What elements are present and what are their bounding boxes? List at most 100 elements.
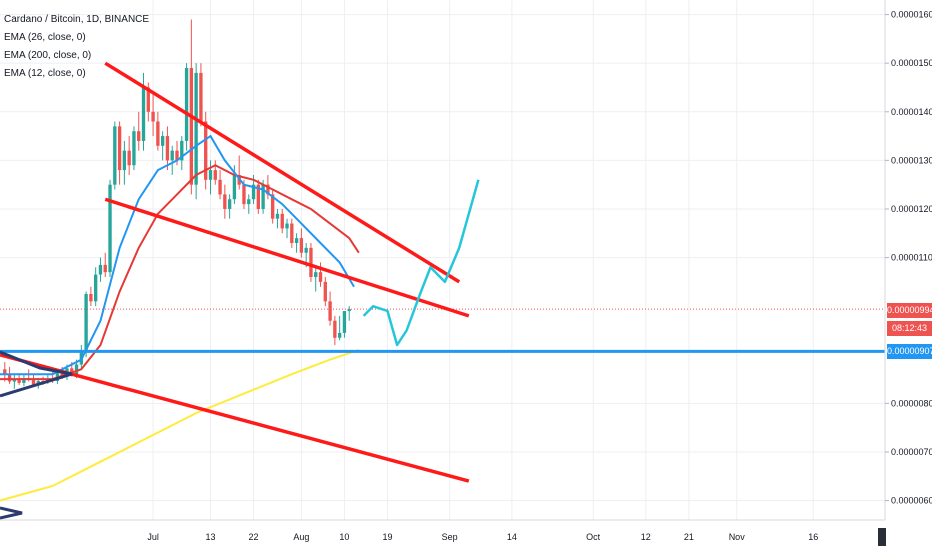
legend-title: Cardano / Bitcoin, 1D, BINANCE [4, 14, 150, 25]
candle-body [347, 309, 351, 312]
candle-body [247, 199, 251, 205]
candle-body [127, 150, 131, 166]
candle-body [117, 126, 122, 171]
x-tick-label: 22 [249, 532, 259, 542]
candle-body [223, 194, 227, 209]
candle-body [122, 150, 127, 171]
candle-body [98, 264, 103, 275]
candle-body [3, 369, 7, 375]
legend-ema-12: EMA (12, close, 0) [4, 68, 86, 79]
support-level-badge: 0.00000907 [887, 344, 932, 359]
candle-body [314, 272, 318, 278]
candle-body [141, 87, 146, 141]
candle-body [256, 184, 260, 209]
ema-12-line [0, 134, 355, 376]
drawings [0, 61, 885, 520]
candle-body [242, 184, 246, 205]
wedge-pattern [0, 350, 73, 398]
candle-body [218, 179, 222, 195]
candle-body [160, 136, 165, 146]
candle-body [309, 247, 313, 278]
candle-body [17, 379, 21, 383]
candle-body [285, 223, 289, 229]
candle-body [213, 170, 217, 180]
candle-body [199, 72, 203, 122]
candle-body [31, 380, 36, 385]
candle-body [280, 213, 284, 229]
candle-body [318, 272, 323, 282]
trendline [104, 197, 470, 318]
x-tick-label: Jul [147, 532, 159, 542]
last-price-badge: 0.00000994 [887, 303, 932, 318]
x-axis-background [0, 520, 885, 550]
candle-body [170, 150, 174, 161]
trendline [0, 353, 470, 483]
x-tick-label: Sep [442, 532, 458, 542]
x-tick-label: Aug [293, 532, 309, 542]
candle-body [227, 199, 232, 209]
candle-body [146, 87, 150, 112]
candle-body [156, 121, 160, 146]
candle-body [271, 194, 275, 219]
candle-body [22, 378, 26, 383]
candle-body [261, 184, 265, 209]
candle-body [89, 294, 93, 302]
x-tick-label: 13 [205, 532, 215, 542]
x-tick-label: 10 [339, 532, 349, 542]
trendline [104, 61, 461, 284]
candle-body [12, 379, 17, 382]
price-projection-path [362, 179, 480, 347]
countdown-badge: 08:12:43 [887, 321, 932, 336]
candle-body [194, 72, 198, 185]
x-tick-label: 16 [808, 532, 818, 542]
candle-body [232, 174, 237, 200]
candle-body [342, 311, 347, 333]
candle-body [333, 320, 337, 338]
candle-body [108, 184, 112, 273]
candle-body [151, 111, 155, 122]
candle-body [275, 213, 280, 219]
candle-body [74, 364, 79, 375]
x-tick-label: 12 [641, 532, 651, 542]
chart-grid [0, 0, 885, 520]
ema-200-line [0, 348, 360, 502]
candle-body [204, 121, 208, 180]
candle-body [94, 274, 98, 302]
x-tick-label: 21 [684, 532, 694, 542]
indicator-lines [0, 134, 360, 502]
candle-body [290, 223, 294, 243]
candle-body [180, 140, 184, 161]
x-tick-label: Oct [586, 532, 601, 542]
scroll-to-end-button[interactable] [878, 528, 886, 546]
candle-body [165, 136, 170, 161]
candle-body [208, 170, 213, 180]
candle-body [84, 294, 88, 353]
candle-body [251, 184, 256, 200]
chart-legend: Cardano / Bitcoin, 1D, BINANCE EMA (26, … [4, 11, 149, 83]
candle-body [299, 238, 304, 253]
ema-26-line [0, 164, 360, 381]
candle-body [132, 131, 136, 166]
candle-body [184, 68, 189, 141]
candle-body [7, 374, 12, 382]
candle-body [328, 301, 332, 321]
x-tick-label: 19 [382, 532, 392, 542]
x-axis: Jul 13 22 Aug 10 19 Sep 14 Oct 12 21 Nov 16 [147, 532, 818, 542]
candle-body [175, 150, 179, 161]
candle-body [304, 247, 308, 253]
candle-body [337, 332, 342, 338]
legend-ema-200: EMA (200, close, 0) [4, 50, 92, 61]
candle-body [137, 131, 141, 141]
candle-body [113, 126, 117, 185]
candle-body [294, 238, 299, 243]
